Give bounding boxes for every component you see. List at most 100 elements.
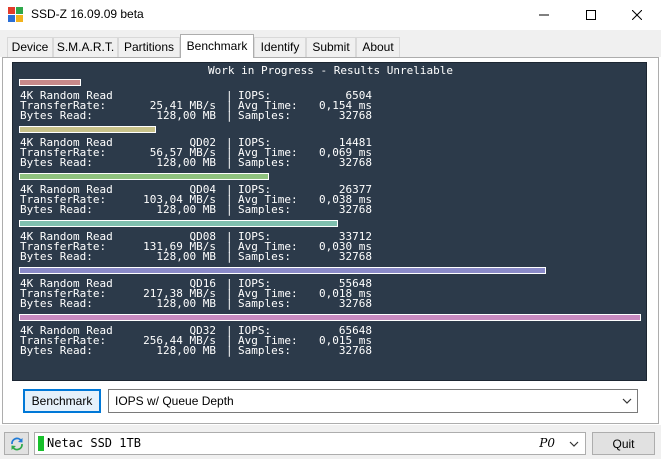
bytes-read-label: Bytes Read: (20, 344, 93, 357)
iops-value: 6504 (345, 89, 373, 102)
bytes-read-label: Bytes Read: (20, 203, 93, 216)
queue-depth: QD08 (189, 230, 217, 243)
refresh-button[interactable] (4, 432, 29, 455)
transfer-rate-label: TransferRate: (20, 287, 107, 300)
bytes-read-value: 128,00 MB (156, 297, 216, 310)
refresh-icon (10, 437, 23, 450)
bytes-read-value: 128,00 MB (156, 203, 216, 216)
tab-identify[interactable]: Identify (254, 37, 306, 57)
chevron-down-icon (622, 398, 632, 404)
iops-label: IOPS: (238, 136, 272, 149)
test-name: 4K Random Read (20, 136, 113, 149)
result-bar (19, 314, 641, 321)
separator: | (226, 230, 233, 243)
iops-value: 14481 (338, 136, 372, 149)
transfer-rate-value: 103,04 MB/s (143, 193, 216, 206)
samples-label: Samples: (238, 297, 291, 310)
tab-submit[interactable]: Submit (306, 37, 356, 57)
avg-time-value: 0,154 ms (319, 99, 372, 112)
iops-value: 33712 (338, 230, 372, 243)
tab-about[interactable]: About (356, 37, 400, 57)
transfer-rate-value: 217,38 MB/s (143, 287, 216, 300)
chevron-down-icon (569, 441, 579, 447)
transfer-rate-value: 131,69 MB/s (143, 240, 216, 253)
avg-time-label: Avg Time: (238, 146, 298, 159)
test-name: 4K Random Read (20, 324, 113, 337)
bytes-read-label: Bytes Read: (20, 297, 93, 310)
maximize-button[interactable] (568, 0, 614, 30)
queue-depth: QD32 (189, 324, 217, 337)
quit-button[interactable]: Quit (592, 432, 655, 455)
avg-time-label: Avg Time: (238, 240, 298, 253)
iops-label: IOPS: (238, 324, 272, 337)
separator: | (226, 334, 233, 347)
result-bar (19, 79, 81, 86)
separator: | (226, 136, 233, 149)
queue-depth: QD04 (189, 183, 217, 196)
tab-partitions[interactable]: Partitions (118, 37, 180, 57)
tab-smart[interactable]: S.M.A.R.T. (53, 37, 118, 57)
samples-label: Samples: (238, 250, 291, 263)
result-bar (19, 267, 546, 274)
transfer-rate-label: TransferRate: (20, 193, 107, 206)
separator: | (226, 99, 233, 112)
avg-time-value: 0,069 ms (319, 146, 372, 159)
avg-time-value: 0,038 ms (319, 193, 372, 206)
result-bar (19, 173, 269, 180)
iops-value: 65648 (338, 324, 372, 337)
drive-status-indicator (38, 436, 44, 451)
benchmark-button[interactable]: Benchmark (23, 389, 101, 413)
separator: | (226, 203, 233, 216)
iops-label: IOPS: (238, 89, 272, 102)
bytes-read-value: 128,00 MB (156, 250, 216, 263)
transfer-rate-label: TransferRate: (20, 146, 107, 159)
transfer-rate-value: 25,41 MB/s (149, 99, 216, 112)
test-name: 4K Random Read (20, 183, 113, 196)
bytes-read-value: 128,00 MB (156, 156, 216, 169)
test-name: 4K Random Read (20, 89, 113, 102)
title-bar: SSD-Z 16.09.09 beta (0, 0, 661, 30)
drive-name: Netac SSD 1TB (47, 436, 141, 450)
separator: | (226, 109, 233, 122)
bytes-read-label: Bytes Read: (20, 250, 93, 263)
samples-label: Samples: (238, 156, 291, 169)
separator: | (226, 344, 233, 357)
transfer-rate-label: TransferRate: (20, 240, 107, 253)
avg-time-label: Avg Time: (238, 193, 298, 206)
samples-label: Samples: (238, 344, 291, 357)
benchmark-mode-value: IOPS w/ Queue Depth (115, 394, 234, 408)
avg-time-value: 0,030 ms (319, 240, 372, 253)
separator: | (226, 250, 233, 263)
samples-value: 32768 (338, 109, 372, 122)
tab-benchmark[interactable]: Benchmark (180, 34, 254, 58)
window-title: SSD-Z 16.09.09 beta (31, 7, 144, 21)
separator: | (226, 89, 233, 102)
samples-label: Samples: (238, 203, 291, 216)
tab-device[interactable]: Device (7, 37, 53, 57)
avg-time-label: Avg Time: (238, 287, 298, 300)
iops-label: IOPS: (238, 277, 272, 290)
samples-label: Samples: (238, 109, 291, 122)
iops-label: IOPS: (238, 230, 272, 243)
close-button[interactable] (614, 0, 660, 30)
separator: | (226, 193, 233, 206)
minimize-icon (539, 14, 549, 16)
separator: | (226, 277, 233, 290)
avg-time-label: Avg Time: (238, 99, 298, 112)
queue-depth: QD16 (189, 277, 217, 290)
benchmark-mode-select[interactable]: IOPS w/ Queue Depth (108, 389, 638, 413)
samples-value: 32768 (338, 156, 372, 169)
avg-time-value: 0,018 ms (319, 287, 372, 300)
transfer-rate-value: 56,57 MB/s (149, 146, 216, 159)
test-name: 4K Random Read (20, 277, 113, 290)
drive-selector[interactable]: Netac SSD 1TB P0 (34, 432, 586, 455)
bytes-read-value: 128,00 MB (156, 109, 216, 122)
avg-time-value: 0,015 ms (319, 334, 372, 347)
separator: | (226, 156, 233, 169)
close-icon (632, 10, 642, 20)
iops-label: IOPS: (238, 183, 272, 196)
separator: | (226, 183, 233, 196)
test-name: 4K Random Read (20, 230, 113, 243)
transfer-rate-label: TransferRate: (20, 99, 107, 112)
minimize-button[interactable] (521, 0, 567, 30)
